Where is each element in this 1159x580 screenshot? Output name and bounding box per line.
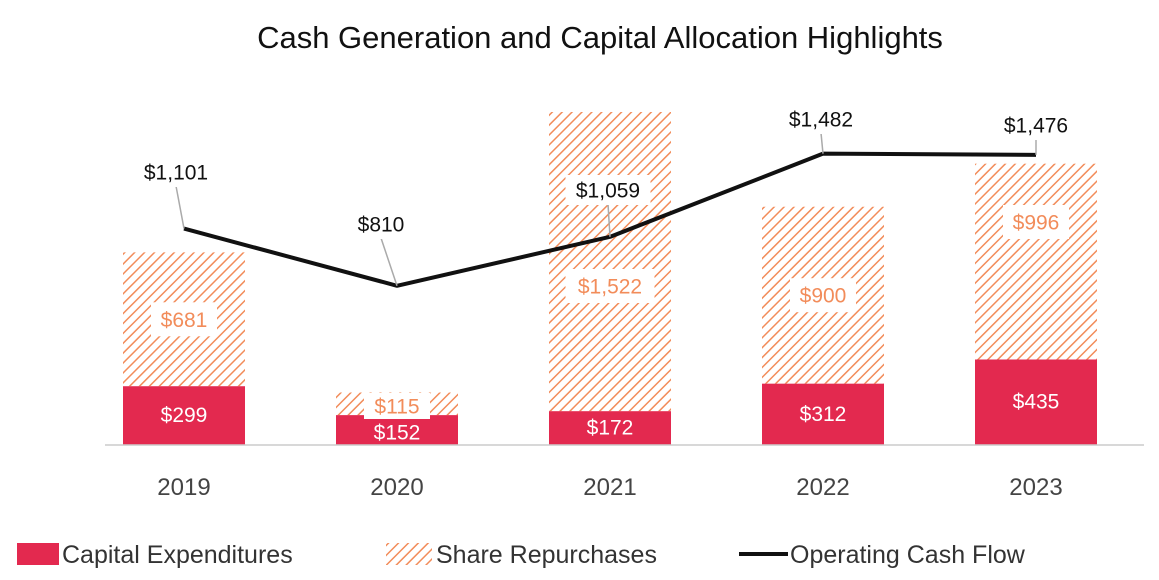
- label-share-repurchases-2019-group: $681: [151, 302, 217, 337]
- label-share-repurchases-2021-group: $1,522: [565, 269, 655, 303]
- label-operating-cash-flow-2019-group: $1,101: [133, 157, 219, 187]
- legend-label-operating-cash-flow: Operating Cash Flow: [790, 541, 1026, 569]
- label-share-repurchases-2020: $115: [374, 396, 419, 419]
- label-share-repurchases-2023-group: $996: [1003, 205, 1069, 239]
- bar-capital-expenditures-2022: [762, 383, 884, 445]
- bar-capital-expenditures-2020: [336, 415, 458, 445]
- legend: Capital Expenditures Share Repurchases Ope…: [17, 541, 1026, 569]
- label-operating-cash-flow-2021-bg: [565, 175, 651, 205]
- label-share-repurchases-2022-group: $900: [790, 278, 856, 313]
- label-share-repurchases-2022: $900: [800, 285, 847, 308]
- label-capital-expenditures-2019: $299: [161, 404, 208, 427]
- label-share-repurchases-2022-bg: [790, 278, 856, 313]
- chart-title: Cash Generation and Capital Allocation H…: [257, 20, 943, 55]
- x-tick-2020: 2020: [370, 474, 423, 501]
- label-share-repurchases-2019: $681: [161, 309, 208, 332]
- label-share-repurchases-2020-group: $115: [364, 393, 430, 419]
- label-operating-cash-flow-2022: $1,482: [789, 109, 853, 132]
- label-share-repurchases-2020-bg: [364, 393, 430, 419]
- x-tick-2022: 2022: [796, 474, 849, 501]
- label-capital-expenditures-2021: $172: [587, 417, 634, 440]
- label-share-repurchases-2021-bg: [565, 269, 655, 303]
- bars-layer: $299 $152 $172 $312 $435 $681 $115 $1,522 $900 $9…: [123, 112, 1097, 445]
- label-operating-cash-flow-2019-bg: [133, 157, 219, 187]
- label-operating-cash-flow-2021-group: $1,059: [565, 175, 651, 205]
- label-operating-cash-flow-2023-group: $1,476: [993, 110, 1079, 140]
- x-tick-2023: 2023: [1009, 474, 1062, 501]
- label-operating-cash-flow-2019: $1,101: [144, 162, 208, 185]
- label-share-repurchases-2023-bg: [1003, 205, 1069, 239]
- label-operating-cash-flow-2020: $810: [358, 214, 405, 237]
- bar-share-repurchases-2021: [549, 112, 671, 412]
- label-operating-cash-flow-2023: $1,476: [1004, 115, 1068, 138]
- x-tick-2021: 2021: [583, 474, 636, 501]
- bar-capital-expenditures-2019: [123, 386, 245, 445]
- leader-operating-cash-flow-2020: [380, 237, 398, 287]
- legend-swatch-capital-expenditures: [17, 543, 59, 565]
- label-capital-expenditures-2020: $152: [374, 422, 421, 445]
- label-capital-expenditures-2022: $312: [800, 403, 847, 426]
- x-tick-2019: 2019: [157, 474, 210, 501]
- x-tick-labels: 2019 2020 2021 2022 2023: [157, 474, 1062, 501]
- label-share-repurchases-2019-bg: [151, 302, 217, 337]
- bar-capital-expenditures-2023: [975, 359, 1097, 445]
- leader-operating-cash-flow-2019: [175, 185, 185, 229]
- bar-share-repurchases-2023: [975, 163, 1097, 360]
- legend-swatch-share-repurchases: [386, 543, 432, 565]
- leader-operating-cash-flow-2021: [607, 203, 611, 237]
- leader-operating-cash-flow-2022: [820, 132, 824, 154]
- legend-label-share-repurchases: Share Repurchases: [436, 541, 657, 569]
- label-operating-cash-flow-2020-group: $810: [350, 209, 412, 239]
- label-operating-cash-flow-2022-bg: [778, 104, 864, 134]
- legend-label-capital-expenditures: Capital Expenditures: [62, 541, 293, 569]
- label-operating-cash-flow-2020-bg: [350, 209, 412, 239]
- label-operating-cash-flow-2021: $1,059: [576, 180, 640, 203]
- label-operating-cash-flow-2023-bg: [993, 110, 1079, 140]
- operating-cash-flow-layer: $1,101 $810 $1,059 $1,482 $1,476: [133, 104, 1079, 288]
- label-share-repurchases-2021: $1,522: [578, 276, 642, 299]
- label-share-repurchases-2023: $996: [1013, 212, 1060, 235]
- label-operating-cash-flow-2022-group: $1,482: [778, 104, 864, 134]
- label-capital-expenditures-2023: $435: [1013, 391, 1060, 414]
- bar-capital-expenditures-2021: [549, 411, 671, 445]
